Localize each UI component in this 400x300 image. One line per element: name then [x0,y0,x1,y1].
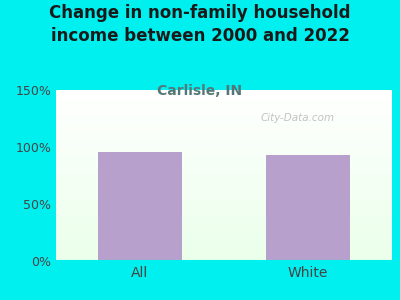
Text: Change in non-family household
income between 2000 and 2022: Change in non-family household income be… [49,4,351,45]
Bar [266,155,350,261]
Text: City-Data.com: City-Data.com [261,113,335,123]
Bar [98,152,182,261]
Text: Carlisle, IN: Carlisle, IN [158,84,242,98]
